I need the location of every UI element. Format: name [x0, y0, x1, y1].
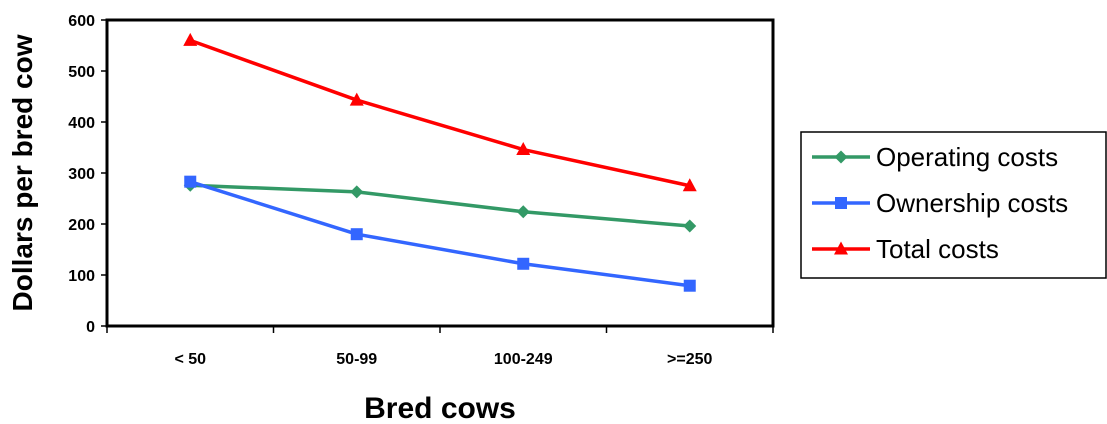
y-tick-label: 600 [68, 13, 95, 30]
operating-costs-line [190, 183, 690, 228]
plot-area [105, 18, 775, 328]
y-tick-label: 200 [68, 217, 95, 234]
x-axis-title: Bred cows [364, 392, 516, 424]
series-group [183, 32, 697, 292]
legend-label-operating-costs: Operating costs [876, 142, 1058, 172]
x-axis: < 50 50-99 100-249 >=250 [106, 326, 774, 368]
ownership-costs-line [189, 180, 690, 288]
y-tick-label: 500 [68, 64, 95, 81]
total-costs-line [189, 38, 691, 188]
legend-label-ownership-costs: Ownership costs [876, 188, 1068, 218]
x-tick-label: 50-99 [336, 351, 377, 368]
ownership-costs-point [683, 279, 696, 292]
y-tick-label: 100 [68, 268, 95, 285]
y-tick-label: 400 [68, 115, 95, 132]
y-axis: 0 100 200 300 400 500 600 [68, 13, 107, 336]
total-costs-point [682, 178, 697, 192]
total-costs-point [349, 92, 364, 106]
x-tick-label: 100-249 [494, 351, 553, 368]
operating-costs-point [683, 219, 697, 233]
legend-marker-operating-costs [834, 150, 848, 164]
total-costs-point [516, 142, 531, 156]
x-tick-label: < 50 [174, 351, 206, 368]
operating-costs-point [350, 185, 364, 199]
x-tick-label: >=250 [667, 351, 712, 368]
y-tick-label: 300 [68, 166, 95, 183]
legend-label-total-costs: Total costs [876, 234, 999, 264]
legend-marker-ownership-costs [835, 197, 847, 209]
legend: Operating costs Ownership costs Total cost… [800, 131, 1107, 279]
ownership-costs-point [184, 175, 197, 188]
ownership-costs-point [350, 228, 363, 241]
operating-costs-point [516, 205, 530, 219]
y-axis-title: Dollars per bred cow [7, 34, 38, 311]
total-costs-point [183, 32, 198, 46]
y-tick-label: 0 [86, 319, 95, 336]
legend-marker-total-costs [834, 241, 848, 255]
ownership-costs-point [517, 257, 530, 270]
